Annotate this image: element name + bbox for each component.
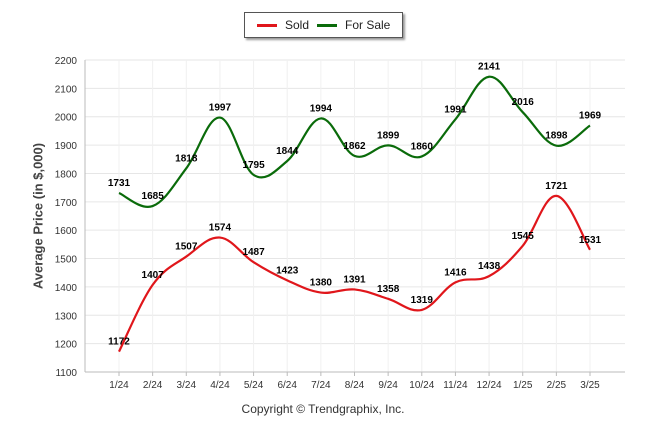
for-sale-data-label: 1731 [108,178,131,189]
x-tick-label: 5/24 [244,380,264,391]
sold-data-label: 1487 [242,247,265,258]
y-tick-label: 1700 [55,198,78,209]
x-tick-label: 10/24 [409,380,434,391]
for-sale-series-line [118,75,591,208]
y-tick-label: 2100 [55,84,78,95]
for-sale-data-label: 1898 [545,131,568,142]
for-sale-data-label: 1685 [142,191,165,202]
legend-label-sold: Sold [285,18,310,32]
sold-data-label: 1407 [142,270,165,281]
grid-lines [85,59,625,373]
sold-data-label: 1172 [108,337,130,348]
y-axis-label: Average Price (in $,000) [30,142,46,290]
x-tick-label: 1/24 [109,380,129,391]
y-tick-label: 1500 [55,255,78,266]
x-tick-label: 6/24 [277,380,297,391]
for-sale-data-label: 1818 [175,153,198,164]
x-tick-label: 7/24 [311,380,331,391]
for-sale-data-label: 1994 [310,103,333,114]
sold-data-label: 1380 [310,278,333,289]
sold-data-label: 1507 [175,242,198,253]
sold-data-label: 1358 [377,284,400,295]
sold-data-label: 1531 [579,235,602,246]
y-tick-label: 1600 [55,226,78,237]
x-tick-label: 9/24 [378,380,398,391]
for-sale-data-label: 1997 [209,103,232,114]
for-sale-data-label: 1844 [276,146,299,157]
for-sale-data-label: 2016 [512,97,535,108]
x-tick-label: 4/24 [210,380,230,391]
x-tick-label: 3/25 [580,380,600,391]
y-tick-label: 1400 [55,283,78,294]
x-tick-label: 2/25 [547,380,567,391]
x-tick-labels: 1/24 2/24 3/24 4/24 5/24 6/24 7/24 8/24 9/24 10/2… [109,380,600,391]
sold-data-label: 1438 [478,261,501,272]
for-sale-data-label: 1899 [377,130,400,141]
sold-series-line [118,194,591,353]
series-lines [118,75,591,353]
legend-item-sold[interactable]: Sold [257,18,309,32]
for-sale-data-label: 1795 [242,160,265,171]
y-tick-label: 1300 [55,311,78,322]
x-tick-label: 11/24 [443,380,468,391]
for-sale-data-label: 1862 [343,141,366,152]
copyright-text: Copyright © Trendgraphix, Inc. [241,402,405,416]
sold-data-label: 1391 [343,274,366,285]
x-tick-label: 3/24 [177,380,197,391]
x-tick-label: 2/24 [143,380,163,391]
x-tick-label: 8/24 [345,380,365,391]
for-sale-data-label: 1860 [411,141,434,152]
sold-data-label: 1416 [444,267,467,278]
y-tick-label: 2000 [55,113,78,124]
for-sale-swatch [317,23,337,27]
for-sale-data-label: 1991 [444,104,467,115]
data-labels: 1172 1407 1507 1574 1487 1423 1380 1391 1358 1319… [108,62,602,348]
legend-item-for-sale[interactable]: For Sale [317,18,390,32]
sold-data-label: 1423 [276,265,299,276]
sold-data-label: 1545 [512,231,535,242]
y-tick-label: 1200 [55,340,78,351]
x-tick-label: 12/24 [477,380,502,391]
legend-label-for-sale: For Sale [345,18,391,32]
sold-data-label: 1721 [545,181,568,192]
for-sale-data-label: 2141 [478,62,501,73]
y-tick-label: 1900 [55,141,78,152]
sold-data-label: 1574 [209,223,232,234]
y-tick-labels: 1100 1200 1300 1400 1500 1600 1700 1800 1900 2000… [55,56,78,379]
y-tick-label: 1800 [55,169,78,180]
x-tick-label: 1/25 [513,380,533,391]
y-tick-label: 2200 [55,56,78,67]
axes [84,60,625,376]
legend: Sold For Sale [244,12,403,38]
sold-data-label: 1319 [411,295,434,306]
for-sale-data-label: 1969 [579,111,602,122]
y-tick-label: 1100 [55,368,77,379]
sold-swatch [257,23,277,27]
